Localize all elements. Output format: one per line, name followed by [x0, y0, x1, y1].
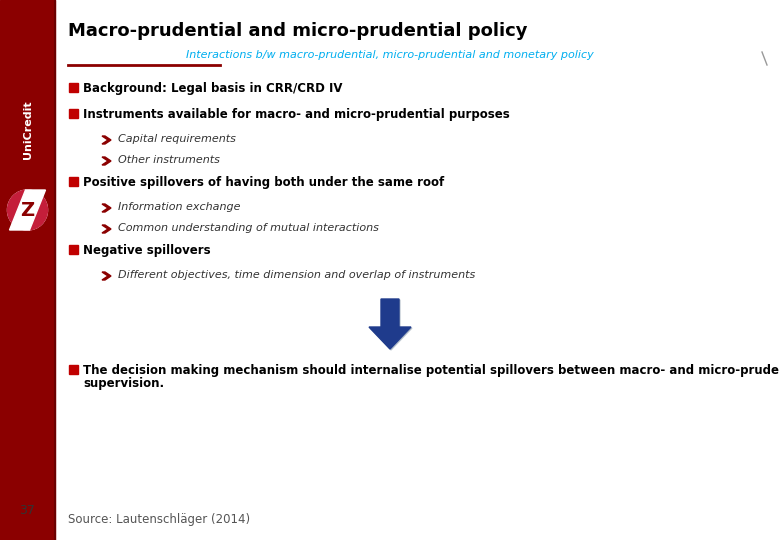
Text: Positive spillovers of having both under the same roof: Positive spillovers of having both under… [83, 176, 445, 189]
Text: Macro-prudential and micro-prudential policy: Macro-prudential and micro-prudential po… [68, 22, 527, 40]
Text: UniCredit: UniCredit [23, 100, 33, 159]
Bar [69, 245, 78, 254]
Polygon shape [102, 157, 111, 165]
Text: The decision making mechanism should internalise potential spillovers between ma: The decision making mechanism should int… [83, 364, 780, 377]
Polygon shape [102, 204, 111, 212]
Text: Capital requirements: Capital requirements [118, 134, 236, 144]
Bar [69, 109, 78, 118]
Text: Common understanding of mutual interactions: Common understanding of mutual interacti… [118, 223, 379, 233]
Text: Interactions b/w macro-prudential, micro-prudential and monetary policy: Interactions b/w macro-prudential, micro… [186, 50, 594, 60]
Polygon shape [102, 136, 111, 144]
Circle shape [8, 190, 48, 230]
Bar [69, 365, 78, 374]
Text: Z: Z [20, 201, 34, 220]
Text: Instruments available for macro- and micro-prudential purposes: Instruments available for macro- and mic… [83, 108, 510, 121]
Text: Other instruments: Other instruments [118, 155, 220, 165]
Text: Information exchange: Information exchange [118, 202, 240, 212]
Polygon shape [102, 225, 111, 233]
Bar [0, 0, 55, 540]
Bar [69, 83, 78, 92]
Polygon shape [9, 190, 45, 230]
Text: Negative spillovers: Negative spillovers [83, 244, 211, 257]
Polygon shape [369, 299, 411, 349]
Circle shape [8, 190, 48, 230]
Text: Different objectives, time dimension and overlap of instruments: Different objectives, time dimension and… [118, 270, 475, 280]
Text: 37: 37 [20, 503, 35, 516]
Polygon shape [102, 272, 111, 280]
Text: Source: Lautenschläger (2014): Source: Lautenschläger (2014) [68, 514, 250, 526]
Text: supervision.: supervision. [83, 377, 164, 390]
Bar [69, 177, 78, 186]
Polygon shape [370, 300, 412, 350]
Text: Background: Legal basis in CRR/CRD IV: Background: Legal basis in CRR/CRD IV [83, 82, 342, 95]
